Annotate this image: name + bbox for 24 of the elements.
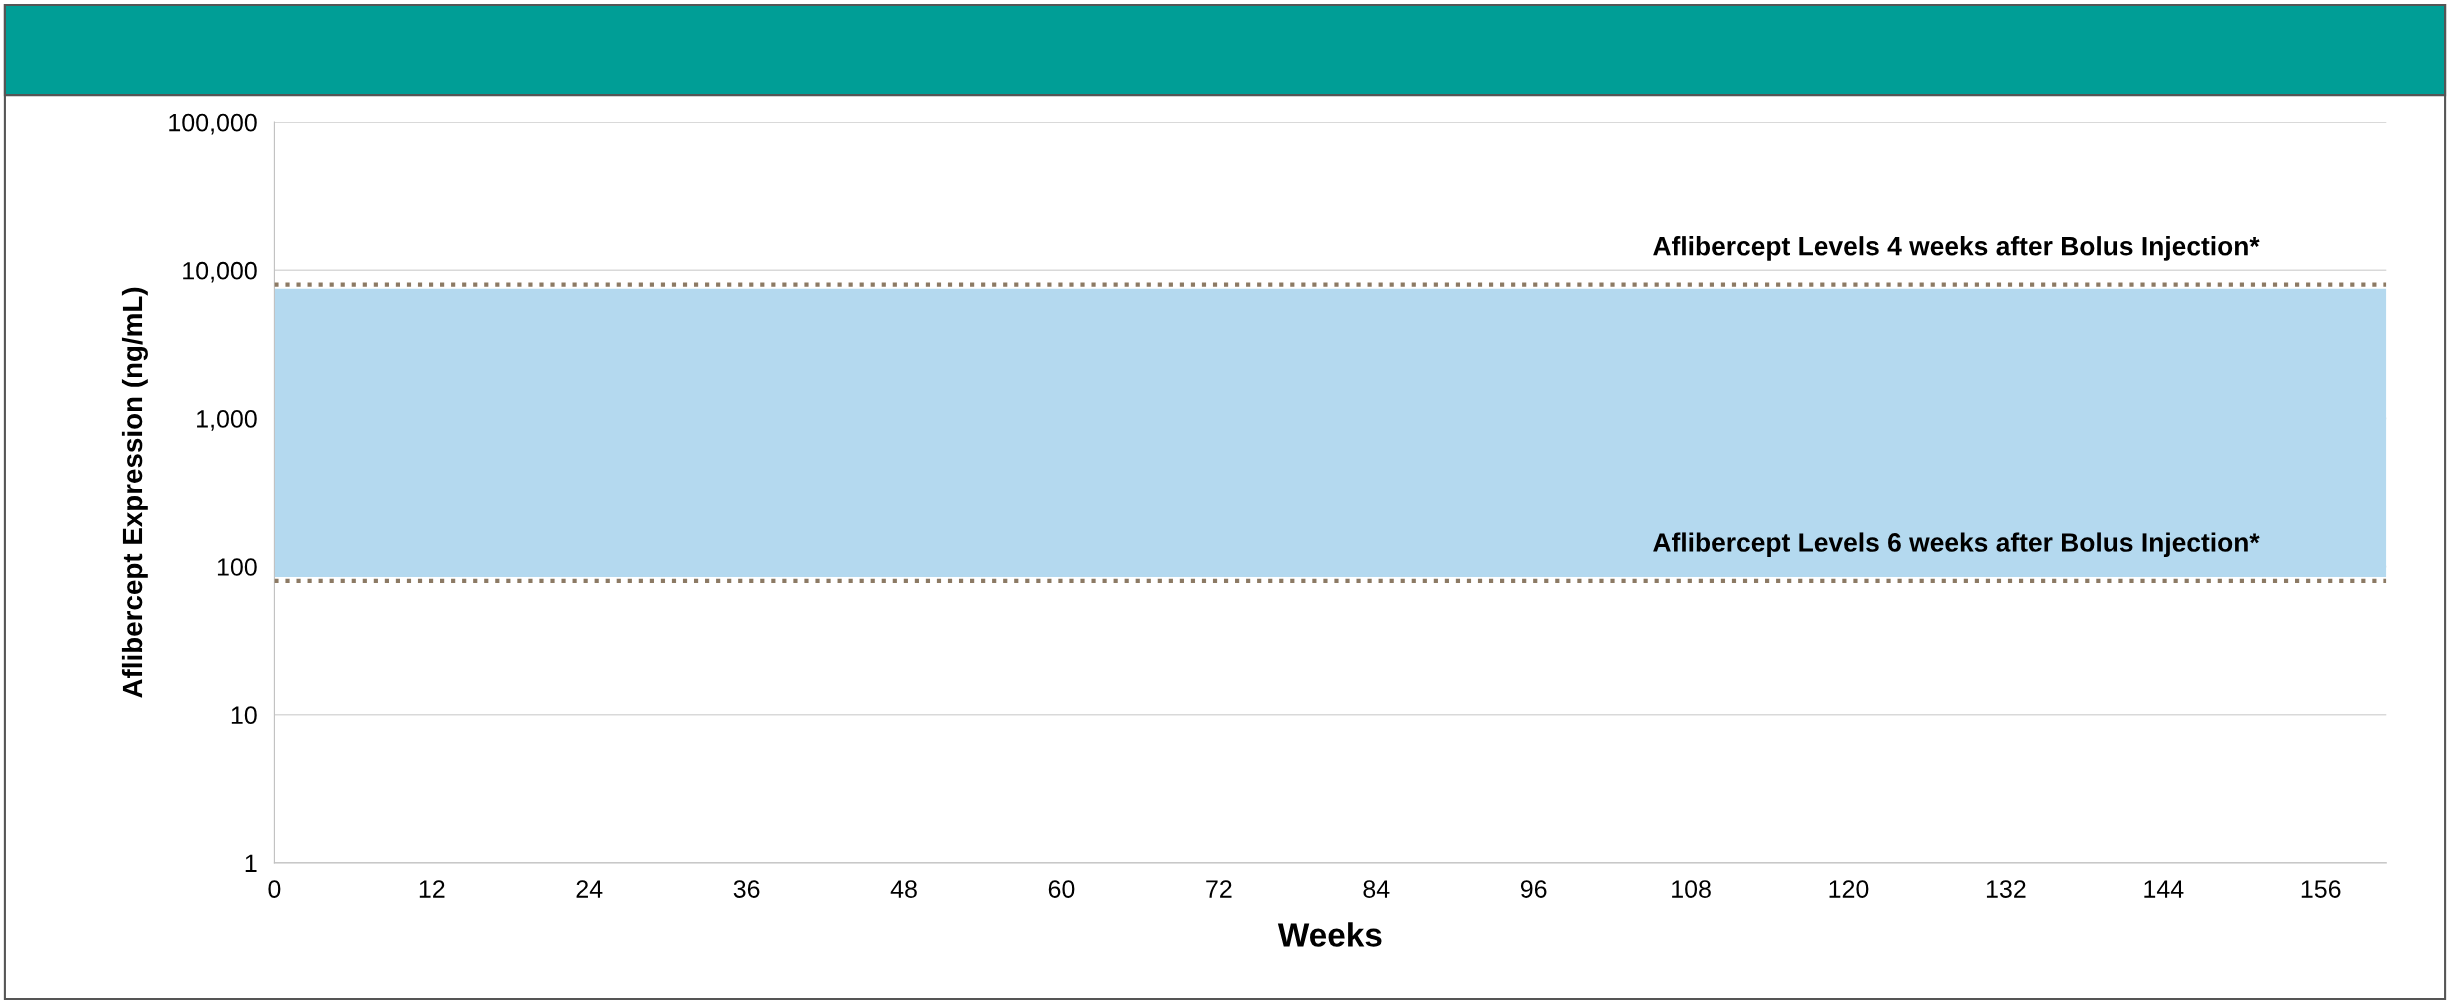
x-tick-label: 84	[1363, 880, 1390, 898]
x-tick-label: 48	[890, 880, 917, 898]
x-axis-title: Weeks	[1277, 922, 1382, 947]
x-tick-label: 144	[2144, 880, 2184, 898]
x-tick-label: 72	[1206, 880, 1232, 898]
x-tick-label: 12	[419, 880, 445, 898]
y-tick-label: 1,000	[197, 410, 257, 431]
x-tick-label: 96	[1520, 880, 1547, 898]
x-tick-label: 36	[733, 880, 760, 898]
ref-line-label: Aflibercept Levels 4 weeks after Bolus Injection*	[1653, 236, 2260, 261]
x-tick-label: 108	[1672, 880, 1711, 898]
x-tick-label: 132	[1986, 880, 2026, 898]
ref-line-label: Aflibercept Levels 6 weeks after Bolus Injection*	[1653, 532, 2260, 558]
x-tick-label: 156	[2301, 880, 2341, 898]
y-tick-label: 1	[245, 854, 257, 872]
y-tick-label: 10,000	[183, 261, 257, 283]
x-tick-label: 0	[268, 880, 281, 898]
x-tick-label: 120	[1829, 880, 1869, 898]
x-tick-label: 60	[1048, 880, 1075, 898]
y-axis-title: Aflibercept Expression (ng/mL)	[121, 287, 148, 698]
y-tick-label: 100	[217, 558, 257, 576]
y-tick-label: 100,000	[169, 113, 257, 135]
x-tick-label: 24	[576, 880, 603, 898]
y-tick-label: 10	[231, 706, 257, 725]
